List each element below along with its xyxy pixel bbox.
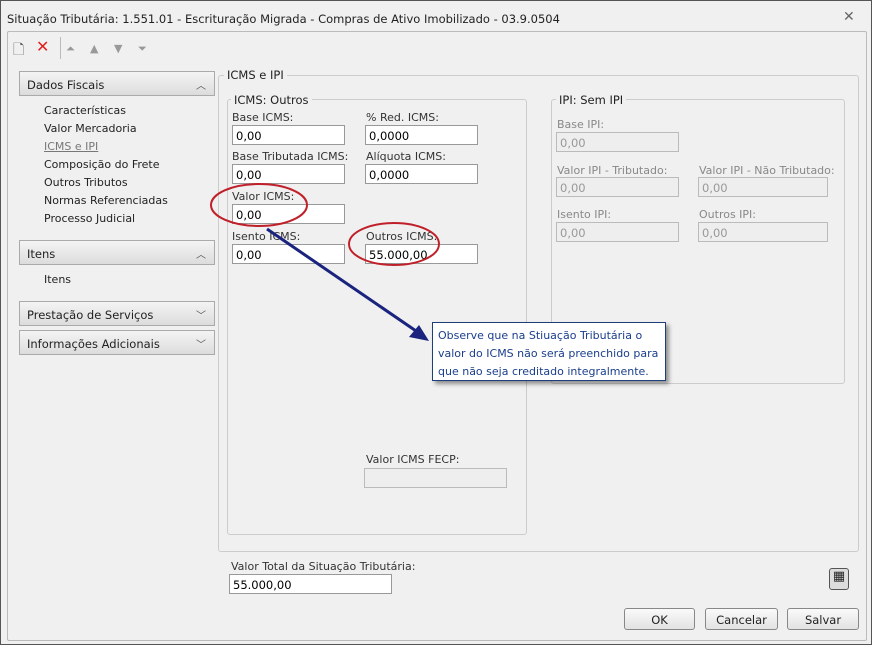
total-input[interactable]: 55.000,00: [229, 574, 392, 594]
sidebar-item-processo-judicial[interactable]: Processo Judicial: [44, 212, 136, 225]
sidebar-item-valor-mercadoria[interactable]: Valor Mercadoria: [44, 122, 137, 135]
highlight-ellipse-outros-icms: [348, 222, 440, 266]
isento-icms-input[interactable]: 0,00: [232, 244, 345, 264]
valor-icms-input[interactable]: 0,00: [232, 204, 345, 224]
sidebar-item-itens[interactable]: Itens: [44, 273, 72, 286]
chevron-down-icon: ﹀: [196, 340, 206, 351]
base-ipi-input[interactable]: 0,00: [556, 132, 679, 152]
annotation-arrow: [266, 227, 420, 335]
chevron-up-icon: ︿: [196, 81, 206, 92]
delete-icon[interactable]: ✕: [36, 37, 50, 56]
aliquota-input[interactable]: 0,0000: [365, 164, 478, 184]
group-title: ICMS e IPI: [224, 68, 287, 82]
ipi-tributado-input[interactable]: 0,00: [556, 177, 679, 197]
sidebar-section-itens[interactable]: Itens ︿: [19, 240, 215, 265]
sidebar-section-informacoes[interactable]: Informações Adicionais ﹀: [19, 330, 215, 355]
close-icon[interactable]: ✕: [843, 9, 855, 25]
ipi-nao-tributado-input[interactable]: 0,00: [698, 177, 828, 197]
icms-group: [227, 99, 527, 535]
total-label: Valor Total da Situação Tributária:: [231, 560, 416, 573]
calculator-icon[interactable]: ▦: [829, 568, 849, 590]
valor-icms-label: Valor ICMS:: [232, 190, 295, 203]
outros-ipi-input[interactable]: 0,00: [698, 222, 828, 242]
sidebar-item-normas[interactable]: Normas Referenciadas: [44, 194, 168, 207]
first-icon[interactable]: ⏶: [66, 42, 75, 55]
ok-button[interactable]: OK: [624, 608, 695, 630]
toolbar-separator: [60, 37, 61, 59]
base-tributada-label: Base Tributada ICMS:: [232, 150, 349, 163]
sidebar-section-prestacao[interactable]: Prestação de Serviços ﹀: [19, 301, 215, 326]
isento-ipi-label: Isento IPI:: [557, 208, 612, 221]
base-icms-label: Base ICMS:: [232, 111, 294, 124]
base-icms-input[interactable]: 0,00: [232, 125, 345, 145]
section-label: Dados Fiscais: [27, 78, 105, 92]
chevron-down-icon: ﹀: [196, 311, 206, 322]
section-label: Informações Adicionais: [27, 337, 160, 351]
fecp-label: Valor ICMS FECP:: [366, 453, 460, 466]
base-tributada-input[interactable]: 0,00: [232, 164, 345, 184]
ipi-tributado-label: Valor IPI - Tributado:: [557, 164, 668, 177]
isento-ipi-input[interactable]: 0,00: [556, 222, 679, 242]
last-icon[interactable]: ⏷: [138, 42, 147, 55]
red-icms-label: % Red. ICMS:: [366, 111, 439, 124]
section-label: Itens: [27, 247, 56, 261]
outros-icms-label: Outros ICMS:: [366, 230, 438, 243]
aliquota-label: Alíquota ICMS:: [366, 150, 446, 163]
ipi-group-title: IPI: Sem IPI: [556, 93, 627, 107]
sidebar-section-dados-fiscais[interactable]: Dados Fiscais ︿: [19, 71, 215, 96]
next-icon[interactable]: ▼: [114, 42, 123, 55]
arrow-head-icon: [409, 325, 429, 341]
outros-icms-input[interactable]: 55.000,00: [365, 244, 478, 264]
base-ipi-label: Base IPI:: [557, 118, 605, 131]
icms-group-title: ICMS: Outros: [231, 93, 312, 107]
chevron-up-icon: ︿: [196, 250, 206, 261]
sidebar-item-icms-ipi[interactable]: ICMS e IPI: [44, 140, 99, 153]
sidebar-item-composicao-frete[interactable]: Composição do Frete: [44, 158, 160, 171]
section-label: Prestação de Serviços: [27, 308, 154, 322]
ipi-group: [551, 99, 845, 384]
sidebar-item-outros-tributos[interactable]: Outros Tributos: [44, 176, 128, 189]
cancel-button[interactable]: Cancelar: [705, 608, 778, 630]
red-icms-input[interactable]: 0,0000: [365, 125, 478, 145]
ipi-nao-tributado-label: Valor IPI - Não Tributado:: [699, 164, 835, 177]
new-document-icon[interactable]: 🗋: [13, 42, 25, 58]
icms-ipi-group: [218, 75, 859, 552]
content-frame: [7, 31, 867, 641]
previous-icon[interactable]: ▲: [90, 42, 99, 55]
window-title: Situação Tributária: 1.551.01 - Escritur…: [7, 12, 560, 26]
sidebar-item-caracteristicas[interactable]: Características: [44, 104, 127, 117]
outros-ipi-label: Outros IPI:: [699, 208, 757, 221]
annotation-tooltip: Observe que na Stiuação Tributária o val…: [432, 322, 666, 381]
save-button[interactable]: Salvar: [787, 608, 859, 630]
fecp-input[interactable]: [364, 468, 507, 488]
highlight-ellipse-valor-icms: [210, 183, 308, 227]
